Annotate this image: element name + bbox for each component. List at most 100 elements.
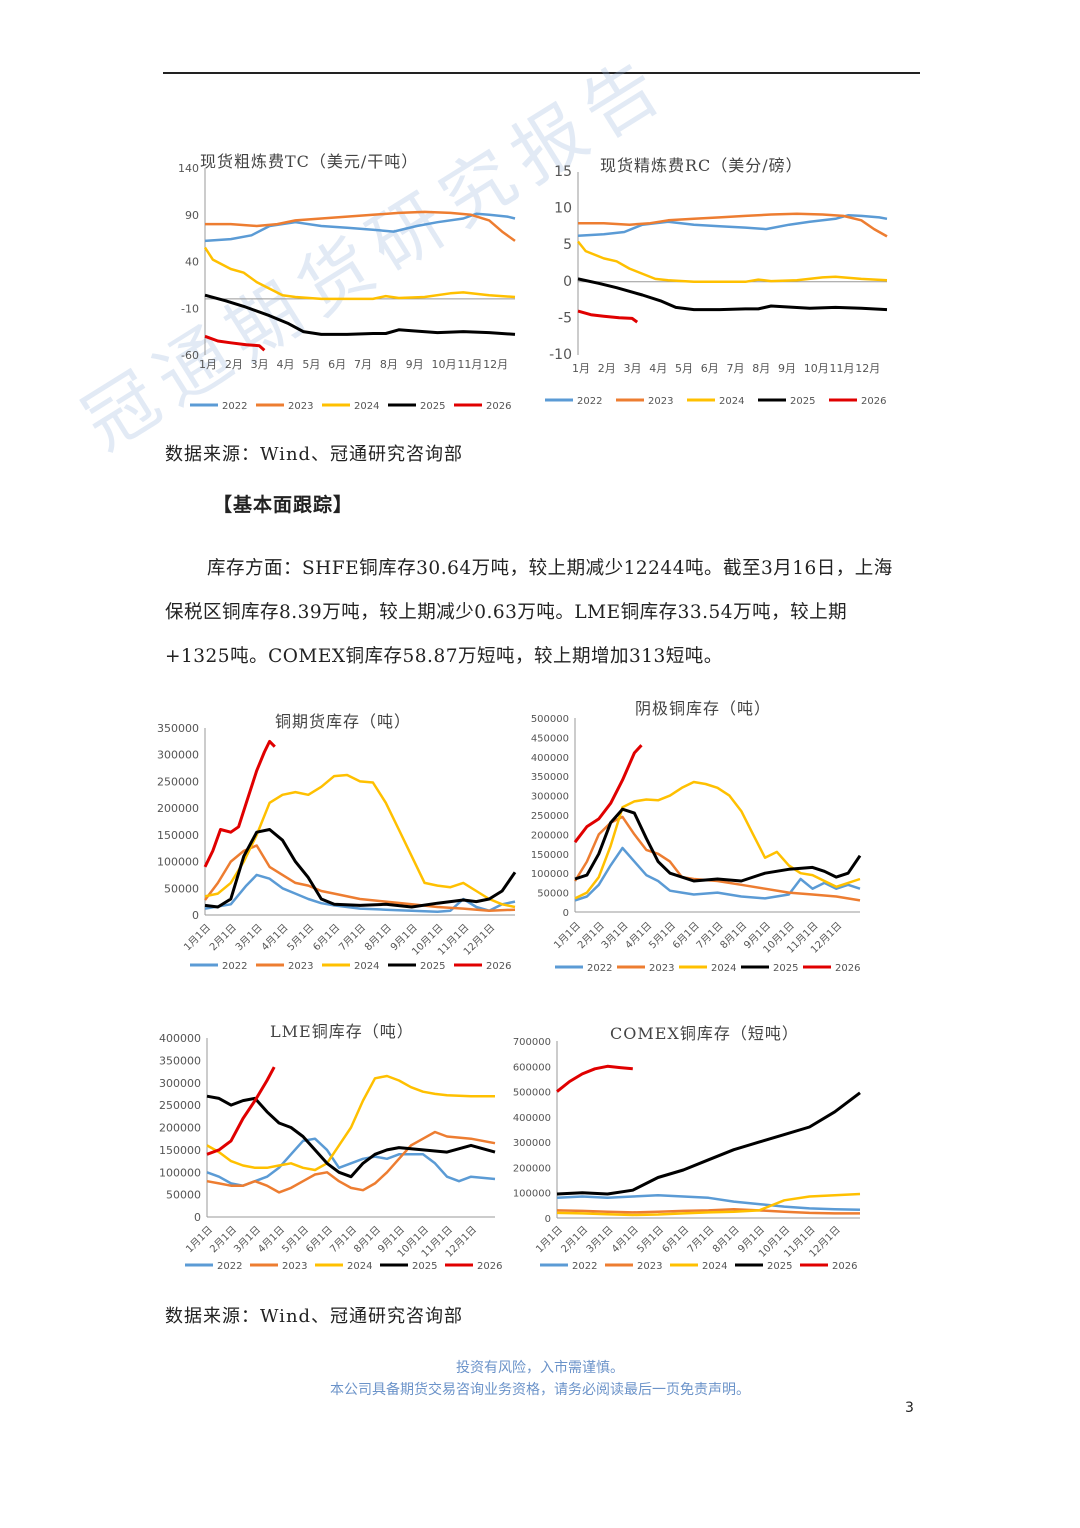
x-tick-label: 8月1日 bbox=[710, 1224, 742, 1256]
y-tick-label: 300000 bbox=[157, 749, 199, 762]
legend-label: 2022 bbox=[572, 1261, 597, 1272]
chart-tc: 现货粗炼费TC（美元/干吨） 140 90 40 -10 -60 1月 2月 3月 4月 5月 6月… bbox=[160, 140, 530, 425]
legend-label: 2023 bbox=[649, 963, 674, 974]
series-line-2023 bbox=[556, 1207, 860, 1215]
y-tick-label: 200000 bbox=[513, 1163, 551, 1174]
series-line-2025 bbox=[206, 1094, 496, 1179]
legend-label: 2024 bbox=[719, 396, 744, 407]
y-tick-label: -10 bbox=[181, 302, 199, 315]
header-rule bbox=[163, 72, 920, 74]
series-line-2024 bbox=[203, 246, 516, 301]
series-line-2022 bbox=[204, 212, 516, 243]
y-tick-label: 250000 bbox=[157, 775, 199, 788]
y-tick-label: 10 bbox=[554, 201, 572, 217]
paragraph-text: 库存方面：SHFE铜库存30.64万吨，较上期减少12244吨。截至3月16日，… bbox=[165, 558, 893, 667]
y-tick-label: 150000 bbox=[531, 850, 569, 861]
series-line-2022 bbox=[206, 1137, 496, 1187]
y-tick-label: 150000 bbox=[159, 1144, 201, 1157]
legend-label: 2023 bbox=[637, 1261, 662, 1272]
x-tick-label: 5月 bbox=[302, 358, 320, 371]
chart-futures-svg: 350000 300000 250000 200000 150000 100000 5000… bbox=[157, 722, 517, 972]
x-tick-label: 1月 bbox=[572, 362, 590, 375]
series-line-2026 bbox=[556, 1064, 633, 1093]
chart-cathode-inventory: 阴极铜库存（吨） 500000 450000 400000 350000 300000 2… bbox=[530, 690, 910, 980]
x-tick-label: 2月 bbox=[225, 358, 243, 371]
y-tick-label: 0 bbox=[194, 1211, 201, 1224]
y-tick-label: -60 bbox=[181, 349, 199, 362]
x-tick-label: 5月1日 bbox=[634, 1224, 666, 1256]
x-tick-label: 12月 bbox=[483, 358, 508, 371]
x-tick-label: 3月 bbox=[624, 362, 642, 375]
y-tick-label: 140 bbox=[178, 162, 199, 175]
y-tick-label: 0 bbox=[545, 1214, 551, 1225]
y-tick-label: 50000 bbox=[164, 882, 199, 895]
footer-disclaimer: 本公司具备期货交易咨询业务资格，请务必阅读最后一页免责声明。 bbox=[330, 1382, 750, 1398]
y-tick-label: 500000 bbox=[531, 714, 569, 725]
legend-label: 2025 bbox=[773, 963, 798, 974]
series-line-2026 bbox=[573, 744, 643, 844]
x-tick-label: 2月1日 bbox=[559, 1224, 591, 1256]
series-line-2024 bbox=[577, 240, 888, 284]
page-number: 3 bbox=[905, 1400, 914, 1416]
series-line-2022 bbox=[556, 1193, 861, 1211]
chart-rc: 现货精炼费RC（美分/磅） 15 10 5 0 -5 -10 1月 2月 3月 4月 5月 6月 7月 8… bbox=[530, 140, 910, 425]
series-line-2023 bbox=[573, 815, 861, 902]
section-heading: 【基本面跟踪】 bbox=[213, 494, 354, 516]
x-tick-label: 11月 bbox=[457, 358, 482, 371]
data-source-caption: 数据来源：Wind、冠通研究咨询部 bbox=[165, 444, 464, 465]
legend-label: 2022 bbox=[577, 396, 602, 407]
y-tick-label: 400000 bbox=[513, 1113, 551, 1124]
y-tick-label: 200000 bbox=[159, 1122, 201, 1135]
x-tick-label: 11月 bbox=[830, 362, 855, 375]
y-tick-label: 700000 bbox=[513, 1037, 551, 1048]
series-line-2024 bbox=[556, 1192, 861, 1217]
x-tick-label: 6月1日 bbox=[660, 1224, 692, 1256]
x-tick-label: 10月 bbox=[432, 358, 457, 371]
chart-comex-svg: 700000 600000 500000 400000 300000 200000 1000… bbox=[513, 1037, 861, 1272]
x-tick-label: 9月 bbox=[778, 362, 796, 375]
legend-label: 2023 bbox=[282, 1261, 307, 1272]
y-tick-label: 300000 bbox=[513, 1138, 551, 1149]
x-tick-label: 8月 bbox=[380, 358, 398, 371]
y-tick-label: 150000 bbox=[157, 829, 199, 842]
x-tick-label: 2月1日 bbox=[207, 922, 239, 954]
x-tick-label: 4月1日 bbox=[259, 922, 291, 954]
inventory-paragraph: 库存方面：SHFE铜库存30.64万吨，较上期减少12244吨。截至3月16日，… bbox=[165, 547, 910, 679]
y-tick-label: 450000 bbox=[531, 733, 569, 744]
chart-comex-inventory: COMEX铜库存（短吨） 700000 600000 500000 400000 300… bbox=[510, 1015, 910, 1285]
x-tick-label: 1月1日 bbox=[181, 922, 213, 954]
series-line-2024 bbox=[206, 1074, 495, 1172]
y-tick-label: 0 bbox=[563, 908, 569, 919]
x-tick-label: 4月 bbox=[277, 358, 295, 371]
y-tick-label: 350000 bbox=[159, 1054, 201, 1067]
series-line-2022 bbox=[204, 873, 516, 914]
y-tick-label: 300000 bbox=[159, 1077, 201, 1090]
legend-label: 2026 bbox=[835, 963, 860, 974]
series-line-2022 bbox=[577, 213, 888, 237]
y-tick-label: 0 bbox=[563, 274, 572, 290]
chart-futures-inventory: 铜期货库存（吨） 350000 300000 250000 200000 150000 1… bbox=[157, 700, 530, 980]
series-line-2026 bbox=[203, 739, 276, 868]
series-line-2025 bbox=[556, 1091, 861, 1196]
legend-label: 2022 bbox=[222, 401, 247, 412]
x-tick-label: 7月 bbox=[727, 362, 745, 375]
legend-label: 2023 bbox=[648, 396, 673, 407]
footer-risk-notice: 投资有风险，入市需谨慎。 bbox=[456, 1360, 624, 1376]
legend-label: 2026 bbox=[486, 961, 511, 972]
chart-lme-inventory: LME铜库存（吨） 400000 350000 300000 250000 200000… bbox=[159, 1010, 530, 1285]
x-tick-label: 3月1日 bbox=[584, 1224, 616, 1256]
legend-label: 2024 bbox=[711, 963, 736, 974]
legend-label: 2026 bbox=[486, 401, 511, 412]
y-tick-label: 50000 bbox=[166, 1189, 201, 1202]
series-line-2025 bbox=[204, 828, 517, 909]
y-tick-label: 50000 bbox=[537, 889, 569, 900]
chart-title: COMEX铜库存（短吨） bbox=[610, 1024, 799, 1043]
x-tick-label: 8月1日 bbox=[362, 922, 394, 954]
legend-label: 2023 bbox=[288, 961, 313, 972]
chart-title: 阴极铜库存（吨） bbox=[635, 699, 772, 718]
series-line-2025 bbox=[577, 277, 888, 312]
legend-label: 2025 bbox=[420, 961, 445, 972]
x-tick-label: 8月 bbox=[752, 362, 770, 375]
y-tick-label: 40 bbox=[185, 256, 199, 269]
